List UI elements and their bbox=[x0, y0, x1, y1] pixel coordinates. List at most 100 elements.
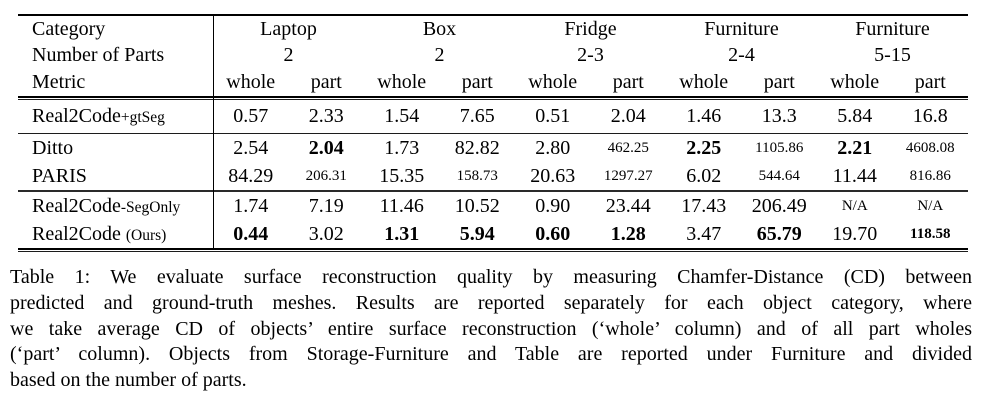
metric-part: part bbox=[310, 70, 342, 93]
value-cell: N/A bbox=[917, 197, 944, 214]
value-cell: 1.54 bbox=[384, 105, 420, 127]
value-cell: 0.57 bbox=[233, 105, 269, 127]
value-cell: 13.3 bbox=[761, 105, 797, 127]
value-cell: 2.54 bbox=[233, 136, 269, 159]
header-category-row: Category Laptop Box Fridge Furniture Fur… bbox=[18, 16, 968, 42]
metric-whole: whole bbox=[226, 70, 276, 93]
header-label-parts: Number of Parts bbox=[32, 43, 165, 66]
method-name: Real2Code bbox=[32, 194, 121, 217]
metric-part: part bbox=[763, 70, 795, 93]
table-top-rule bbox=[18, 14, 968, 16]
value-cell: 206.49 bbox=[751, 194, 807, 217]
value-cell: 2.80 bbox=[535, 136, 571, 159]
category-fridge: Fridge bbox=[564, 17, 617, 40]
header-bottom-rule bbox=[18, 96, 968, 100]
row-label: Real2Code-SegOnly bbox=[18, 195, 213, 218]
row-label: PARIS bbox=[18, 165, 213, 188]
value-cell: 1297.27 bbox=[603, 167, 653, 184]
table-bottom-rule bbox=[18, 248, 968, 252]
header-parts-row: Number of Parts 2 2 2-3 2-4 5-15 bbox=[18, 42, 968, 68]
value-cell: 20.63 bbox=[530, 164, 576, 187]
caption-line: Table 1: We evaluate surface reconstruct… bbox=[10, 266, 972, 288]
row-label: Real2Code (Ours) bbox=[18, 223, 213, 246]
value-cell: 0.60 bbox=[535, 222, 571, 245]
table-row-real2code-gtseg: Real2Code+gtSeg 0.57 2.33 1.54 7.65 0.51… bbox=[18, 100, 968, 133]
parts-furniture-5-15: 5-15 bbox=[874, 43, 911, 66]
table-caption: Table 1: We evaluate surface reconstruct… bbox=[10, 265, 972, 394]
value-cell: 1.74 bbox=[233, 194, 269, 217]
value-cell: 23.44 bbox=[605, 194, 651, 217]
table-row-paris: PARIS 84.29 206.31 15.35 158.73 20.63 12… bbox=[18, 162, 968, 190]
value-cell: 1.31 bbox=[384, 222, 420, 245]
header-label-category: Category bbox=[32, 17, 106, 40]
value-cell: 544.64 bbox=[758, 167, 800, 184]
metric-part: part bbox=[914, 70, 946, 93]
value-cell: 7.65 bbox=[459, 105, 495, 127]
value-cell: 4608.08 bbox=[905, 139, 955, 156]
value-cell: 816.86 bbox=[909, 167, 951, 184]
row-label: Ditto bbox=[18, 137, 213, 160]
header-metric-row: Metric whole part whole part whole part … bbox=[18, 68, 968, 96]
method-name-suffix: +gtSeg bbox=[120, 109, 165, 126]
value-cell: 1.46 bbox=[686, 105, 722, 127]
value-cell: 158.73 bbox=[456, 167, 498, 184]
value-cell: 3.47 bbox=[686, 222, 722, 245]
table-row-ditto: Ditto 2.54 2.04 1.73 82.82 2.80 462.25 2… bbox=[18, 134, 968, 162]
category-laptop: Laptop bbox=[260, 17, 317, 40]
value-cell: 17.43 bbox=[681, 194, 727, 217]
value-cell: 82.82 bbox=[454, 136, 500, 159]
value-cell: 0.90 bbox=[535, 194, 571, 217]
header-label-metric: Metric bbox=[32, 70, 86, 93]
value-cell: 11.46 bbox=[379, 194, 424, 217]
metric-whole: whole bbox=[830, 70, 880, 93]
category-furniture-5-15: Furniture bbox=[855, 17, 930, 40]
value-cell: 65.79 bbox=[756, 222, 802, 245]
caption-line: (‘part’ column). Objects from Storage-Fu… bbox=[10, 343, 972, 366]
value-cell: 1105.86 bbox=[755, 139, 804, 156]
table-row-real2code-segonly: Real2Code-SegOnly 1.74 7.19 11.46 10.52 … bbox=[18, 192, 968, 220]
category-furniture-2-4: Furniture bbox=[704, 17, 779, 40]
value-cell: 206.31 bbox=[305, 167, 347, 184]
parts-furniture-2-4: 2-4 bbox=[728, 43, 755, 66]
value-cell: 2.04 bbox=[308, 136, 344, 159]
method-name: Ditto bbox=[32, 136, 74, 159]
value-cell: 0.44 bbox=[233, 222, 269, 245]
value-cell: 2.04 bbox=[610, 105, 646, 127]
caption-line: predicted and ground-truth meshes. Resul… bbox=[10, 291, 972, 314]
metric-part: part bbox=[612, 70, 644, 93]
value-cell: 0.51 bbox=[535, 105, 571, 127]
value-cell: 462.25 bbox=[607, 139, 649, 156]
metric-whole: whole bbox=[377, 70, 427, 93]
section-rule bbox=[18, 133, 968, 134]
parts-fridge: 2-3 bbox=[577, 43, 604, 66]
column-separator-line bbox=[213, 16, 214, 249]
value-cell: 2.21 bbox=[837, 136, 873, 159]
value-cell: 2.33 bbox=[308, 105, 344, 127]
method-name: PARIS bbox=[32, 164, 87, 187]
caption-line: based on the number of parts. bbox=[10, 369, 247, 392]
value-cell: 16.8 bbox=[912, 105, 948, 127]
value-cell: 1.73 bbox=[384, 136, 420, 159]
value-cell: 118.58 bbox=[910, 225, 951, 242]
value-cell: 6.02 bbox=[686, 164, 722, 187]
value-cell: 3.02 bbox=[308, 222, 344, 245]
metric-whole: whole bbox=[679, 70, 729, 93]
value-cell: 2.25 bbox=[686, 136, 722, 159]
table-row-real2code-ours: Real2Code (Ours) 0.44 3.02 1.31 5.94 0.60… bbox=[18, 220, 968, 248]
parts-laptop: 2 bbox=[283, 43, 294, 66]
parts-box: 2 bbox=[434, 43, 445, 66]
value-cell: 15.35 bbox=[379, 164, 425, 187]
metric-part: part bbox=[461, 70, 493, 93]
metric-whole: whole bbox=[528, 70, 578, 93]
value-cell: N/A bbox=[841, 197, 868, 214]
category-box: Box bbox=[422, 17, 457, 40]
row-label: Real2Code+gtSeg bbox=[18, 105, 213, 128]
value-cell: 7.19 bbox=[308, 194, 344, 217]
value-cell: 11.44 bbox=[832, 164, 877, 187]
value-cell: 84.29 bbox=[228, 164, 274, 187]
method-name: Real2Code bbox=[32, 105, 121, 127]
value-cell: 5.94 bbox=[459, 222, 495, 245]
caption-line: we take average CD of objects’ entire su… bbox=[10, 317, 972, 340]
value-cell: 19.70 bbox=[832, 222, 878, 245]
